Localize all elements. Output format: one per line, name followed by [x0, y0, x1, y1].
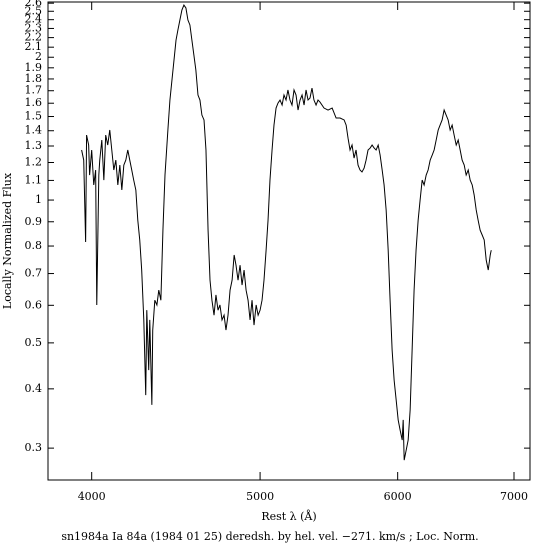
y-tick-label: 1.7: [25, 84, 43, 97]
y-tick-label: 2.2: [25, 31, 43, 44]
y-tick-label: 1.6: [25, 96, 43, 109]
y-tick-label: 2.4: [25, 13, 43, 26]
y-tick-label: 0.8: [25, 239, 43, 252]
y-tick-label: 1.4: [25, 124, 43, 137]
y-tick-label: 1.8: [25, 72, 43, 85]
plot-frame: [47, 1, 531, 481]
x-tick-label: 6000: [384, 490, 412, 503]
y-tick-label: 1.1: [25, 173, 43, 186]
y-tick-label: 0.6: [25, 298, 43, 311]
y-tick-label: 1.5: [25, 110, 43, 123]
y-tick-label: 2.6: [25, 0, 43, 9]
y-tick-label: 0.3: [25, 441, 43, 454]
y-tick-label: 2: [35, 50, 42, 63]
x-tick-label: 4000: [78, 490, 106, 503]
y-tick-label: 2.3: [25, 21, 43, 34]
y-tick-label: 2.5: [25, 4, 43, 17]
y-tick-label: 1.9: [25, 61, 43, 74]
x-axis-label: Rest λ (Å): [261, 509, 316, 523]
x-tick-label: 5000: [246, 490, 274, 503]
y-tick-label: 0.7: [25, 267, 43, 280]
y-axis-label: Locally Normalized Flux: [1, 172, 14, 309]
y-tick-label: 1.3: [25, 139, 43, 152]
caption: sn1984a Ia 84a (1984 01 25) deredsh. by …: [61, 530, 478, 543]
y-tick-label: 1.2: [25, 155, 43, 168]
y-tick-label: 0.4: [25, 382, 43, 395]
y-tick-label: 0.5: [25, 336, 43, 349]
y-tick-label: 0.9: [25, 215, 43, 228]
x-tick-label: 7000: [500, 490, 528, 503]
y-tick-label: 1: [35, 193, 42, 206]
y-tick-label: 2.1: [25, 40, 43, 53]
spectrum-line: [81, 3, 492, 461]
